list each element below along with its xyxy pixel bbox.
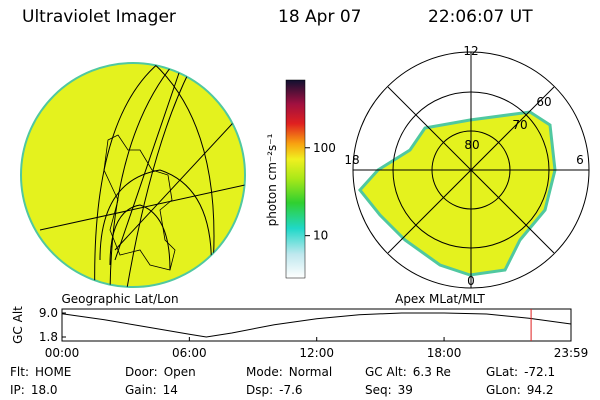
status-label: Door: [125,365,158,379]
mlt-label: 18 [344,153,359,167]
status-field: GC Alt: 6.3 Re [365,365,451,379]
time: 22:06:07 UT [428,7,533,27]
status-field: Dsp: -7.6 [246,383,303,397]
status-field: Gain: 14 [125,383,178,397]
status-value: 14 [163,383,178,397]
status-field: GLat: -72.1 [486,365,555,379]
status-value: 94.2 [527,383,554,397]
altitude-ylabel: GC Alt [11,306,25,344]
geo-image [20,62,246,288]
x-tick-label: 00:00 [45,346,80,360]
status-label: Mode: [246,365,283,379]
status-field: Flt: HOME [10,365,71,379]
status-label: Seq: [365,383,392,397]
status-label: IP: [10,383,25,397]
status-field: Seq: 39 [365,383,413,397]
status-value: Open [164,365,196,379]
status-field: GLon: 94.2 [486,383,553,397]
x-tick-label: 12:00 [299,346,334,360]
status-value: Normal [289,365,332,379]
polar-image [352,51,590,289]
status-label: Dsp: [246,383,273,397]
status-value: -72.1 [524,365,555,379]
status-field: Mode: Normal [246,365,332,379]
altitude-frame [61,308,572,342]
colorbar-tick-label: 10 [313,229,328,243]
mlt-label: 12 [463,44,478,58]
status-value: 6.3 Re [413,365,451,379]
status-field: IP: 18.0 [10,383,58,397]
status-label: GLat: [486,365,518,379]
left-caption: Geographic Lat/Lon [61,292,178,306]
mlt-label: 6 [576,153,584,167]
right-caption: Apex MLat/MLT [395,292,485,306]
mlat-label: 60 [536,95,551,109]
title: Ultraviolet Imager [22,7,176,27]
x-tick-label: 23:59 [554,346,589,360]
x-tick-label: 06:00 [172,346,207,360]
y-tick-label: 1.8 [39,330,58,344]
y-tick-label: 9.0 [39,306,58,320]
status-label: GC Alt: [365,365,407,379]
x-tick-label: 18:00 [427,346,462,360]
status-value: -7.6 [279,383,302,397]
status-value: 18.0 [31,383,58,397]
colorbar-tick-label: 100 [313,141,336,155]
mlt-label: 0 [467,274,475,288]
status-field: Door: Open [125,365,196,379]
mlat-label: 70 [512,118,527,132]
date: 18 Apr 07 [278,7,361,27]
status-value: 39 [398,383,413,397]
status-label: GLon: [486,383,521,397]
status-label: Flt: [10,365,29,379]
status-value: HOME [35,365,71,379]
colorbar-label: photon cm⁻²s⁻¹ [265,133,279,226]
mlat-label: 80 [464,138,479,152]
colorbar [285,79,306,279]
altitude-line [61,312,572,338]
status-label: Gain: [125,383,157,397]
